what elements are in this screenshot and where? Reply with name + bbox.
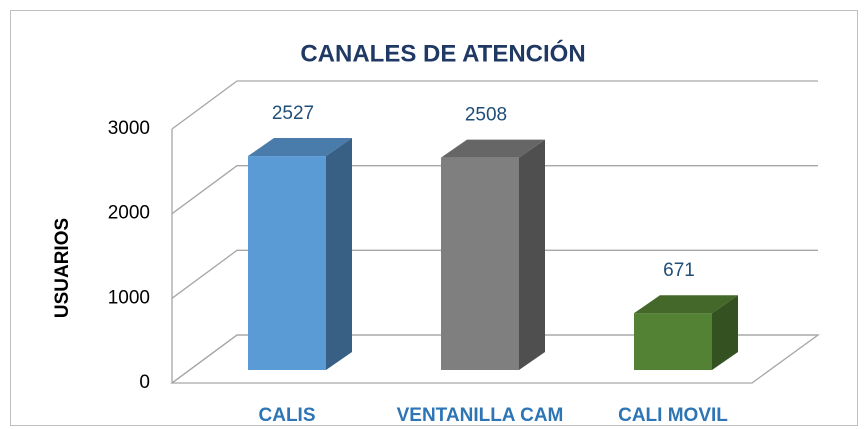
x-tick-label: CALI MOVIL (618, 405, 728, 426)
bar-side (519, 139, 545, 370)
y-tick-label: 1000 (108, 287, 150, 308)
y-axis-label: USUARIOS (52, 218, 73, 318)
data-label: 2527 (272, 103, 314, 124)
bar-front (248, 156, 326, 370)
bar (441, 139, 545, 370)
bar-front (634, 313, 712, 370)
bar-side (326, 138, 352, 370)
grid-line (171, 80, 818, 130)
chart-title: CANALES DE ATENCIÓN (300, 39, 585, 67)
bar-top (634, 295, 738, 314)
x-tick-label: CALIS (259, 405, 316, 426)
bar-top (441, 139, 545, 158)
grid-line (171, 334, 818, 384)
grid-line (171, 249, 818, 299)
bar-front (441, 157, 519, 370)
y-tick-label: 0 (139, 372, 150, 393)
y-tick-label: 3000 (108, 118, 150, 139)
bar (634, 295, 738, 370)
data-label: 2508 (465, 105, 507, 126)
data-label: 671 (663, 260, 695, 281)
bar-side (712, 295, 738, 370)
grid-line (171, 165, 818, 215)
bar-top (248, 138, 352, 157)
bar (248, 138, 352, 370)
y-tick-label: 2000 (108, 203, 150, 224)
x-tick-label: VENTANILLA CAM (397, 405, 564, 426)
